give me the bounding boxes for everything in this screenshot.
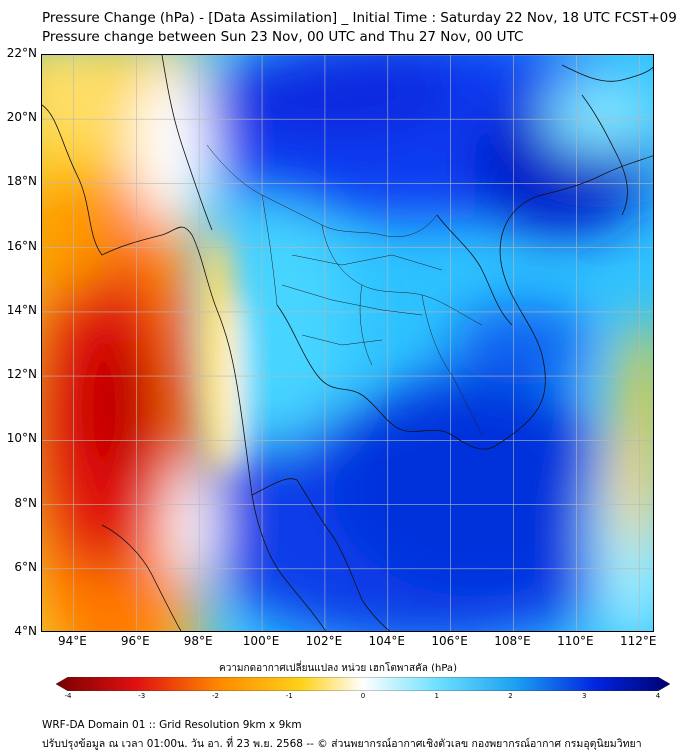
colorbar-tick-label: -4 [64,692,72,700]
lat-tick-label: 20°N [6,110,37,125]
lon-tick-label: 106°E [431,634,468,648]
lat-tick-label: 22°N [6,46,37,60]
colorbar-tick-label: -1 [285,692,293,700]
footer-update-info: ปรับปรุงข้อมูล ณ เวลา 01:00น. วัน อา. ที… [42,738,642,750]
colorbar-tick-label: -3 [138,692,146,700]
lon-tick-label: 94°E [57,634,87,648]
lat-tick-label: 12°N [6,367,37,382]
colorbar [56,677,670,691]
colorbar-tick-label: 3 [582,692,587,700]
colorbar-tick-label: 4 [655,692,661,700]
title-line-1: Pressure Change (hPa) - [Data Assimilati… [42,10,676,26]
colorbar-tick-label: 1 [434,692,439,700]
colorbar-tick-label: -2 [212,692,219,700]
pressure-field [42,55,653,631]
lon-tick-label: 100°E [242,634,280,648]
lon-tick-label: 110°E [557,634,594,648]
lat-tick-label: 18°N [6,174,37,189]
colorbar-label: ความกดอากาศเปลี่ยนแปลง หน่วย เฮกโตพาสคัล… [219,663,457,674]
lat-tick-label: 14°N [6,302,37,317]
lon-tick-label: 98°E [183,634,213,648]
map-canvas [42,55,653,631]
lon-tick-label: 112°E [620,634,657,648]
title-line-2: Pressure change between Sun 23 Nov, 00 U… [42,29,524,45]
colorbar-ramp [56,677,670,691]
lon-tick-label: 108°E [494,634,531,648]
lon-tick-label: 96°E [120,634,150,648]
colorbar-tick-label: 0 [360,692,366,700]
coastlines [42,55,653,631]
pressure-change-map [41,54,654,632]
lat-tick-label: 6°N [14,559,37,574]
lon-tick-label: 104°E [368,634,406,648]
footer-model-info: WRF-DA Domain 01 :: Grid Resolution 9km … [42,719,302,731]
lat-tick-label: 8°N [14,495,37,510]
colorbar-tick-label: 2 [508,692,513,700]
lat-tick-label: 10°N [6,431,37,446]
lat-tick-label: 4°N [14,624,37,638]
lon-tick-label: 102°E [305,634,343,648]
lat-tick-label: 16°N [6,238,37,253]
